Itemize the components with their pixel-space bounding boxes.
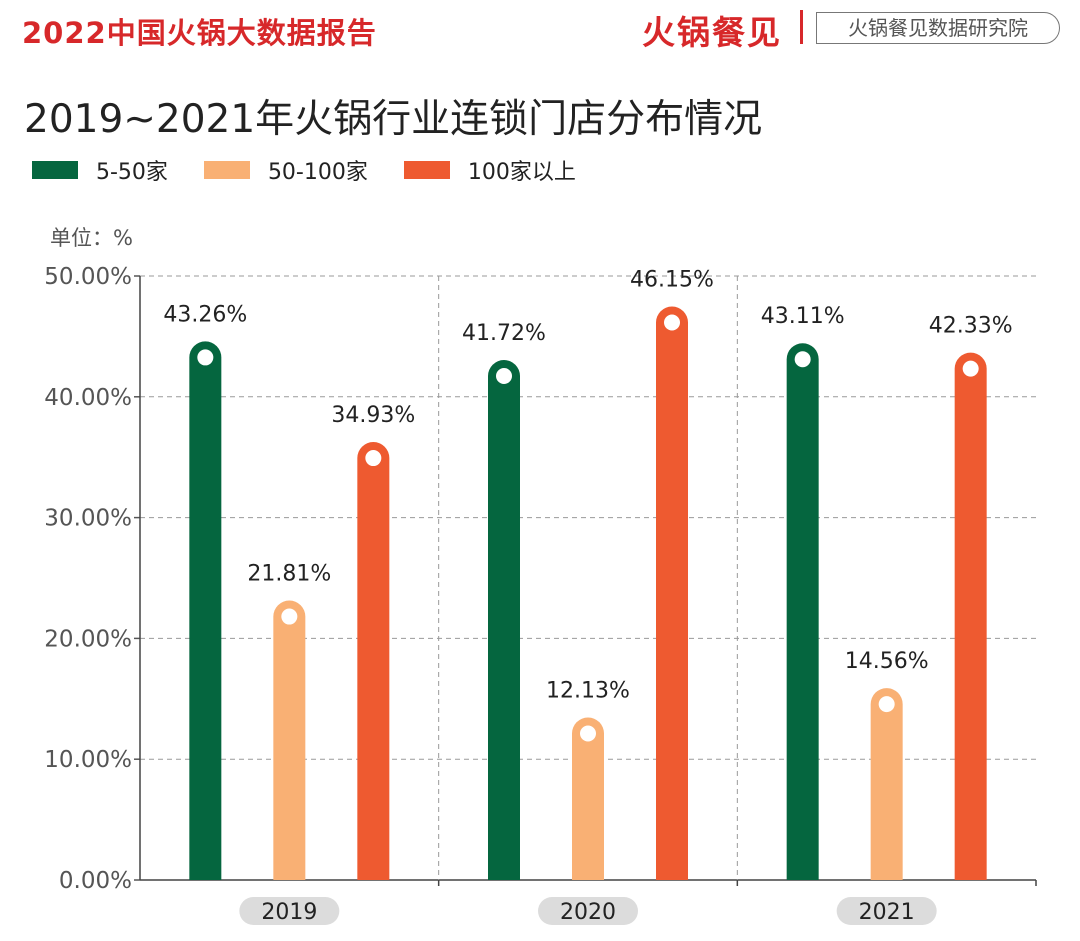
- legend-item-50-100: 50-100家: [203, 154, 368, 186]
- data-label-5-50-2020: 41.72%: [462, 321, 546, 346]
- bar-5-50-2019: [189, 341, 222, 880]
- bar-50-100-2019: [273, 600, 306, 880]
- data-label-50-100-2021: 14.56%: [845, 649, 929, 674]
- year-pill-2021: [836, 897, 937, 925]
- chart-legend: 5-50家 50-100家 100家以上: [32, 154, 612, 186]
- legend-swatch-100-plus: [403, 161, 450, 179]
- bar-100-plus-2019: [357, 442, 390, 880]
- y-tick-label: 40.00%: [44, 385, 132, 411]
- x-tick-label-2020: 2020: [560, 900, 616, 925]
- y-tick-label: 50.00%: [44, 264, 132, 290]
- x-tick-label-2019: 2019: [261, 900, 317, 925]
- bar-marker-5-50-2021: [794, 351, 811, 368]
- year-pill-2019: [239, 897, 340, 925]
- legend-swatch-50-100: [203, 161, 250, 179]
- bar-5-50-2021: [786, 343, 819, 880]
- bar-marker-100-plus-2020: [664, 314, 680, 331]
- bar-100-plus-2021: [954, 352, 987, 881]
- bar-5-50-2020: [488, 360, 520, 880]
- y-tick-label: 20.00%: [44, 626, 132, 652]
- legend-swatch-5-50: [32, 161, 78, 179]
- x-tick-label-2021: 2021: [859, 900, 915, 925]
- data-label-50-100-2020: 12.13%: [546, 678, 630, 703]
- legend-label-100-plus: 100家以上: [467, 160, 576, 185]
- year-pill-2020: [538, 897, 638, 925]
- bar-marker-100-plus-2019: [365, 450, 382, 467]
- data-label-100-plus-2020: 46.15%: [630, 268, 714, 293]
- bar-50-100-2021: [870, 688, 903, 880]
- bar-50-100-2020: [572, 717, 604, 880]
- bar-100-plus-2020: [656, 306, 688, 880]
- data-label-5-50-2021: 43.11%: [761, 304, 845, 329]
- report-title: 2022中国火锅大数据报告: [22, 16, 377, 50]
- brand-divider: [800, 10, 803, 44]
- bar-marker-50-100-2021: [878, 696, 895, 713]
- data-label-5-50-2019: 43.26%: [163, 302, 247, 327]
- legend-label-50-100: 50-100家: [267, 160, 368, 185]
- bar-marker-100-plus-2021: [962, 360, 979, 377]
- data-label-50-100-2019: 21.81%: [247, 562, 331, 587]
- brand-logo-text: 火锅餐见: [642, 13, 782, 52]
- y-tick-label: 0.00%: [59, 868, 132, 894]
- data-label-100-plus-2019: 34.93%: [331, 403, 415, 428]
- legend-item-5-50: 5-50家: [32, 154, 168, 186]
- unit-label: 单位：%: [50, 226, 133, 250]
- bar-marker-5-50-2020: [496, 368, 512, 385]
- data-label-100-plus-2021: 42.33%: [929, 314, 1013, 339]
- y-tick-label: 10.00%: [44, 747, 132, 773]
- legend-item-100-plus: 100家以上: [403, 154, 576, 186]
- chart-title: 2019~2021年火锅行业连锁门店分布情况: [24, 97, 763, 142]
- institute-badge: 火锅餐见数据研究院: [816, 12, 1060, 44]
- bar-marker-5-50-2019: [197, 349, 214, 366]
- bar-marker-50-100-2019: [281, 608, 298, 625]
- y-tick-label: 30.00%: [44, 506, 132, 532]
- legend-label-5-50: 5-50家: [96, 160, 168, 185]
- bar-marker-50-100-2020: [580, 725, 596, 742]
